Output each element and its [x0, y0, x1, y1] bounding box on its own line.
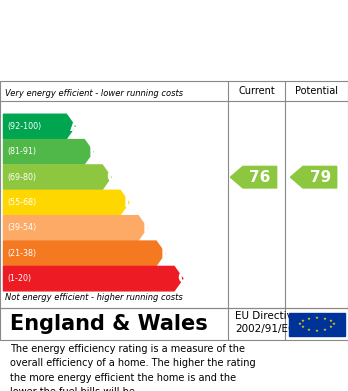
Text: (39-54): (39-54) [8, 223, 37, 232]
Polygon shape [3, 241, 165, 265]
Polygon shape [3, 190, 129, 215]
Text: The energy efficiency rating is a measure of the
overall efficiency of a home. T: The energy efficiency rating is a measur… [10, 344, 256, 391]
Text: ★: ★ [300, 319, 304, 323]
Text: ★: ★ [300, 325, 304, 329]
Text: ★: ★ [306, 328, 310, 332]
Text: E: E [143, 221, 153, 235]
Polygon shape [230, 167, 277, 188]
Text: (69-80): (69-80) [8, 173, 37, 182]
Text: C: C [106, 170, 118, 185]
Text: B: B [88, 144, 100, 159]
Text: G: G [177, 271, 190, 286]
Text: England & Wales: England & Wales [10, 314, 208, 334]
Text: ★: ★ [323, 317, 327, 321]
Text: D: D [124, 195, 136, 210]
Text: ★: ★ [298, 322, 302, 326]
Polygon shape [3, 114, 75, 139]
Text: ★: ★ [315, 316, 319, 320]
Text: Potential: Potential [295, 86, 338, 96]
Text: ★: ★ [329, 325, 333, 329]
Bar [289, 312, 345, 336]
Text: ★: ★ [331, 322, 335, 326]
Text: EU Directive
2002/91/EC: EU Directive 2002/91/EC [235, 311, 299, 334]
Text: (55-68): (55-68) [8, 198, 37, 207]
Text: Very energy efficient - lower running costs: Very energy efficient - lower running co… [5, 89, 183, 98]
Text: (92-100): (92-100) [8, 122, 42, 131]
Text: 76: 76 [250, 170, 271, 185]
Polygon shape [290, 167, 337, 188]
Text: Not energy efficient - higher running costs: Not energy efficient - higher running co… [5, 293, 183, 302]
Text: F: F [161, 246, 171, 261]
Text: Current: Current [238, 86, 275, 96]
Text: (1-20): (1-20) [8, 274, 32, 283]
Text: ★: ★ [315, 328, 319, 333]
Text: Energy Efficiency Rating: Energy Efficiency Rating [9, 58, 238, 76]
Text: ★: ★ [329, 319, 333, 323]
Polygon shape [3, 266, 183, 291]
Polygon shape [3, 165, 111, 189]
Polygon shape [3, 216, 147, 240]
Text: ★: ★ [306, 317, 310, 321]
Text: ★: ★ [323, 328, 327, 332]
Polygon shape [3, 140, 93, 164]
Text: (81-91): (81-91) [8, 147, 37, 156]
Text: A: A [70, 119, 82, 134]
Text: (21-38): (21-38) [8, 249, 37, 258]
Text: 79: 79 [309, 170, 331, 185]
